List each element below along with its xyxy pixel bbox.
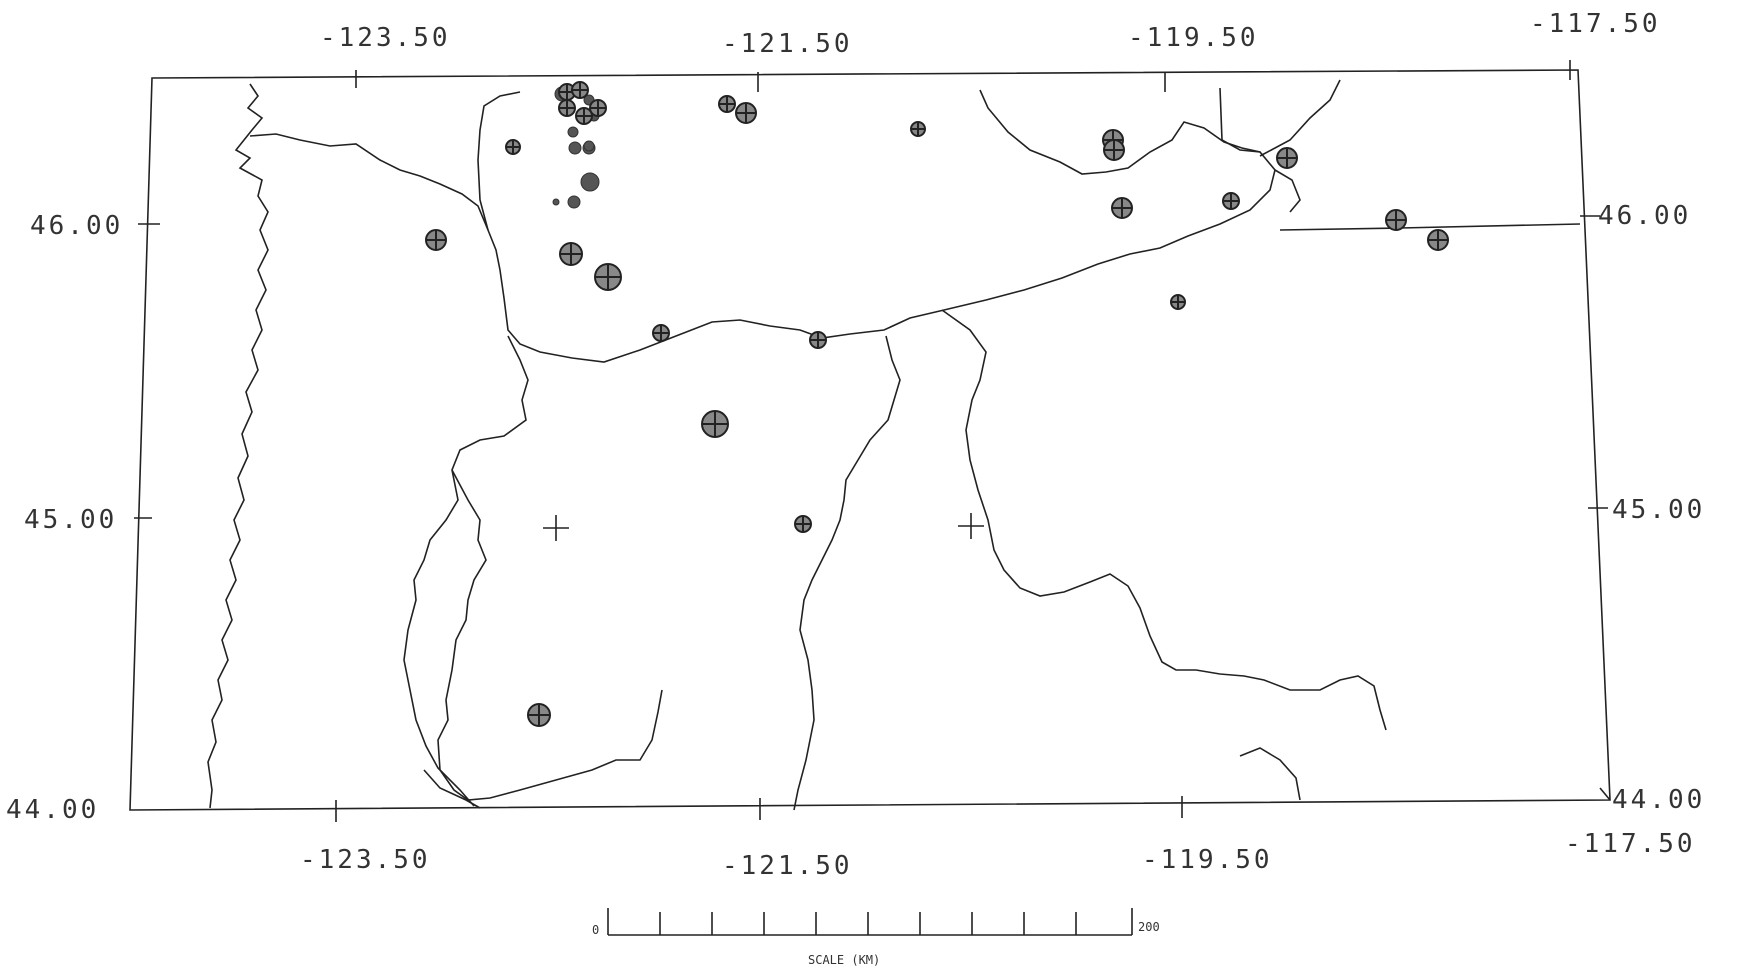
right-lat-label-2: 45.00: [1612, 495, 1705, 525]
top-lon-label-2: -121.50: [722, 29, 853, 59]
marker-21: [652, 324, 670, 342]
bottom-lon-label-3: -119.50: [1142, 845, 1273, 875]
right-latitude-axis: 46.00 45.00 44.00: [1580, 201, 1705, 815]
marker-14: [1222, 192, 1240, 210]
scale-title: SCALE (KM): [808, 953, 880, 967]
marker-8: [735, 102, 757, 124]
marker-18: [559, 242, 583, 266]
marker-2: [571, 81, 589, 99]
marker-25: [527, 703, 551, 727]
marker-12: [1276, 147, 1298, 169]
bottom-lon-label-4: -117.50: [1565, 829, 1696, 859]
interior-rivers: [403, 309, 1387, 811]
marker-17: [425, 229, 447, 251]
marker-4: [575, 107, 593, 125]
bottom-lon-label-1: -123.50: [300, 845, 431, 875]
top-lon-label-3: -119.50: [1128, 23, 1259, 53]
right-lat-label-3: 44.00: [1612, 785, 1705, 815]
coastline: [207, 83, 269, 809]
marker-3: [558, 99, 576, 117]
right-lat-label-1: 46.00: [1598, 201, 1691, 231]
marker-24: [794, 515, 812, 533]
marker-6: [505, 139, 521, 155]
grid-crosses: [543, 513, 984, 541]
bottom-longitude-axis: -123.50 -121.50 -119.50 -117.50: [300, 787, 1696, 881]
marker-20: [1170, 294, 1186, 310]
marker-19: [594, 263, 622, 291]
top-longitude-axis: -123.50 -121.50 -119.50 -117.50: [320, 9, 1661, 92]
top-lon-label-1: -123.50: [320, 23, 451, 53]
marker-7: [718, 95, 736, 113]
marker-16: [1427, 229, 1449, 251]
left-lat-label-1: 46.00: [30, 211, 123, 241]
bottom-lon-label-2: -121.50: [722, 851, 853, 881]
marker-13: [1111, 197, 1133, 219]
marker-23: [701, 410, 729, 438]
crossed-circle-markers: [425, 81, 1449, 727]
marker-9: [910, 121, 926, 137]
scale-end-label: 200: [1138, 920, 1160, 934]
marker-5: [589, 99, 607, 117]
top-lon-label-4: -117.50: [1530, 9, 1661, 39]
marker-22: [809, 331, 827, 349]
left-lat-label-3: 44.00: [6, 795, 99, 825]
left-latitude-axis: 46.00 45.00 44.00: [6, 211, 160, 825]
scale-start-label: 0: [592, 923, 599, 937]
marker-11: [1103, 139, 1125, 161]
scale-bar: 0 200 SCALE (KM): [592, 908, 1160, 967]
left-lat-label-2: 45.00: [24, 505, 117, 535]
marker-15: [1385, 209, 1407, 231]
